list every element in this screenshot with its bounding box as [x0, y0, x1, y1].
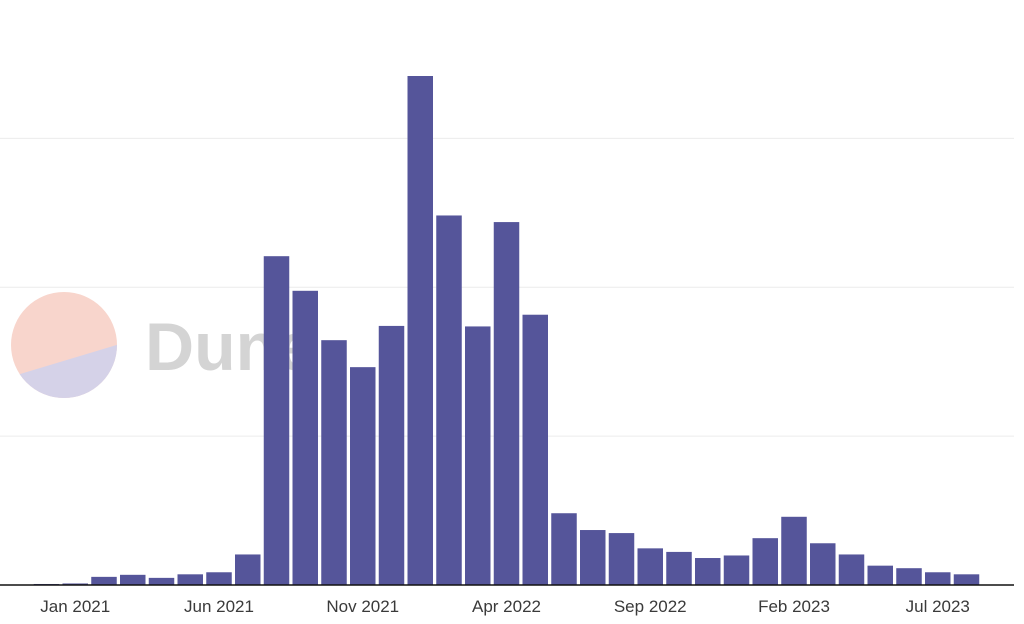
bar[interactable]	[580, 530, 606, 585]
bar[interactable]	[953, 574, 980, 585]
bar[interactable]	[350, 367, 376, 585]
bar[interactable]	[810, 543, 836, 585]
bar[interactable]	[867, 565, 894, 585]
bar[interactable]	[666, 551, 692, 585]
bar[interactable]	[695, 558, 721, 585]
watermark-text: Dune	[145, 309, 315, 385]
bar[interactable]	[407, 76, 434, 585]
bar[interactable]	[637, 548, 664, 585]
x-tick-label: Nov 2021	[326, 597, 399, 616]
bar[interactable]	[177, 574, 204, 585]
bar[interactable]	[838, 554, 865, 585]
x-tick-label: Apr 2022	[472, 597, 541, 616]
x-tick-label: Feb 2023	[758, 597, 830, 616]
bar[interactable]	[723, 555, 750, 585]
bar[interactable]	[925, 572, 951, 585]
x-tick-label: Jun 2021	[184, 597, 254, 616]
bar[interactable]	[551, 513, 577, 585]
bar[interactable]	[493, 222, 520, 585]
bar[interactable]	[896, 568, 922, 585]
x-axis-tick-labels: Jan 2021 Jun 2021 Nov 2021 Apr 2022 Sep 2022…	[40, 597, 970, 616]
x-tick-label: Jan 2021	[40, 597, 110, 616]
dune-logo-icon	[11, 292, 117, 398]
bar[interactable]	[436, 215, 462, 585]
bar[interactable]	[235, 554, 261, 585]
bar[interactable]	[522, 314, 549, 585]
bar[interactable]	[148, 577, 175, 585]
bar[interactable]	[263, 256, 290, 585]
bar[interactable]	[378, 325, 405, 585]
bar[interactable]	[91, 576, 117, 585]
bar[interactable]	[206, 572, 232, 585]
bar[interactable]	[752, 538, 779, 585]
bars	[33, 76, 980, 585]
bar[interactable]	[120, 574, 146, 585]
x-tick-label: Sep 2022	[614, 597, 687, 616]
x-tick-label: Jul 2023	[906, 597, 970, 616]
bar[interactable]	[781, 516, 807, 585]
bar[interactable]	[465, 326, 491, 585]
bar[interactable]	[62, 583, 89, 585]
bar[interactable]	[608, 533, 635, 585]
bar[interactable]	[292, 290, 319, 585]
bar[interactable]	[321, 340, 347, 585]
